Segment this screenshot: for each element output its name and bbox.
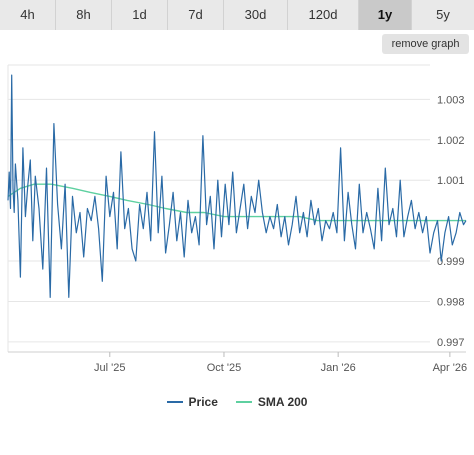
tab-5y[interactable]: 5y [412, 0, 474, 30]
tab-8h[interactable]: 8h [56, 0, 112, 30]
tab-1y[interactable]: 1y [359, 0, 412, 30]
x-tick-label: Jul '25 [94, 362, 125, 374]
legend-swatch-price [166, 401, 183, 403]
y-tick-label: 0.998 [437, 296, 465, 308]
sma-200-line [7, 183, 466, 222]
legend-label-sma: SMA 200 [257, 395, 308, 409]
remove-graph-button[interactable]: remove graph [382, 34, 469, 54]
x-tick-label: Jan '26 [321, 362, 356, 374]
legend-label-price: Price [188, 395, 218, 409]
legend-item-price[interactable]: Price [166, 395, 218, 409]
y-tick-label: 1.003 [437, 94, 465, 106]
tab-120d[interactable]: 120d [288, 0, 359, 30]
y-tick-label: 1.002 [437, 135, 465, 147]
tab-1d[interactable]: 1d [112, 0, 168, 30]
chart-legend: Price SMA 200 [0, 392, 474, 412]
legend-swatch-sma [235, 401, 252, 403]
x-tick-label: Apr '26 [433, 362, 468, 374]
price-chart: 1.003 1.002 1.001 0.999 0.998 0.997 Jul '25 Oct… [7, 64, 468, 374]
tab-7d[interactable]: 7d [168, 0, 224, 30]
price-line [7, 74, 467, 298]
y-tick-label: 0.997 [437, 337, 465, 349]
timeframe-tabs: 4h 8h 1d 7d 30d 120d 1y 5y [0, 0, 474, 30]
x-tick-label: Oct '25 [207, 362, 242, 374]
legend-item-sma[interactable]: SMA 200 [235, 395, 308, 409]
y-tick-label: 1.001 [437, 175, 465, 187]
tab-4h[interactable]: 4h [0, 0, 56, 30]
y-tick-label: 0.999 [437, 256, 465, 268]
tab-30d[interactable]: 30d [224, 0, 288, 30]
